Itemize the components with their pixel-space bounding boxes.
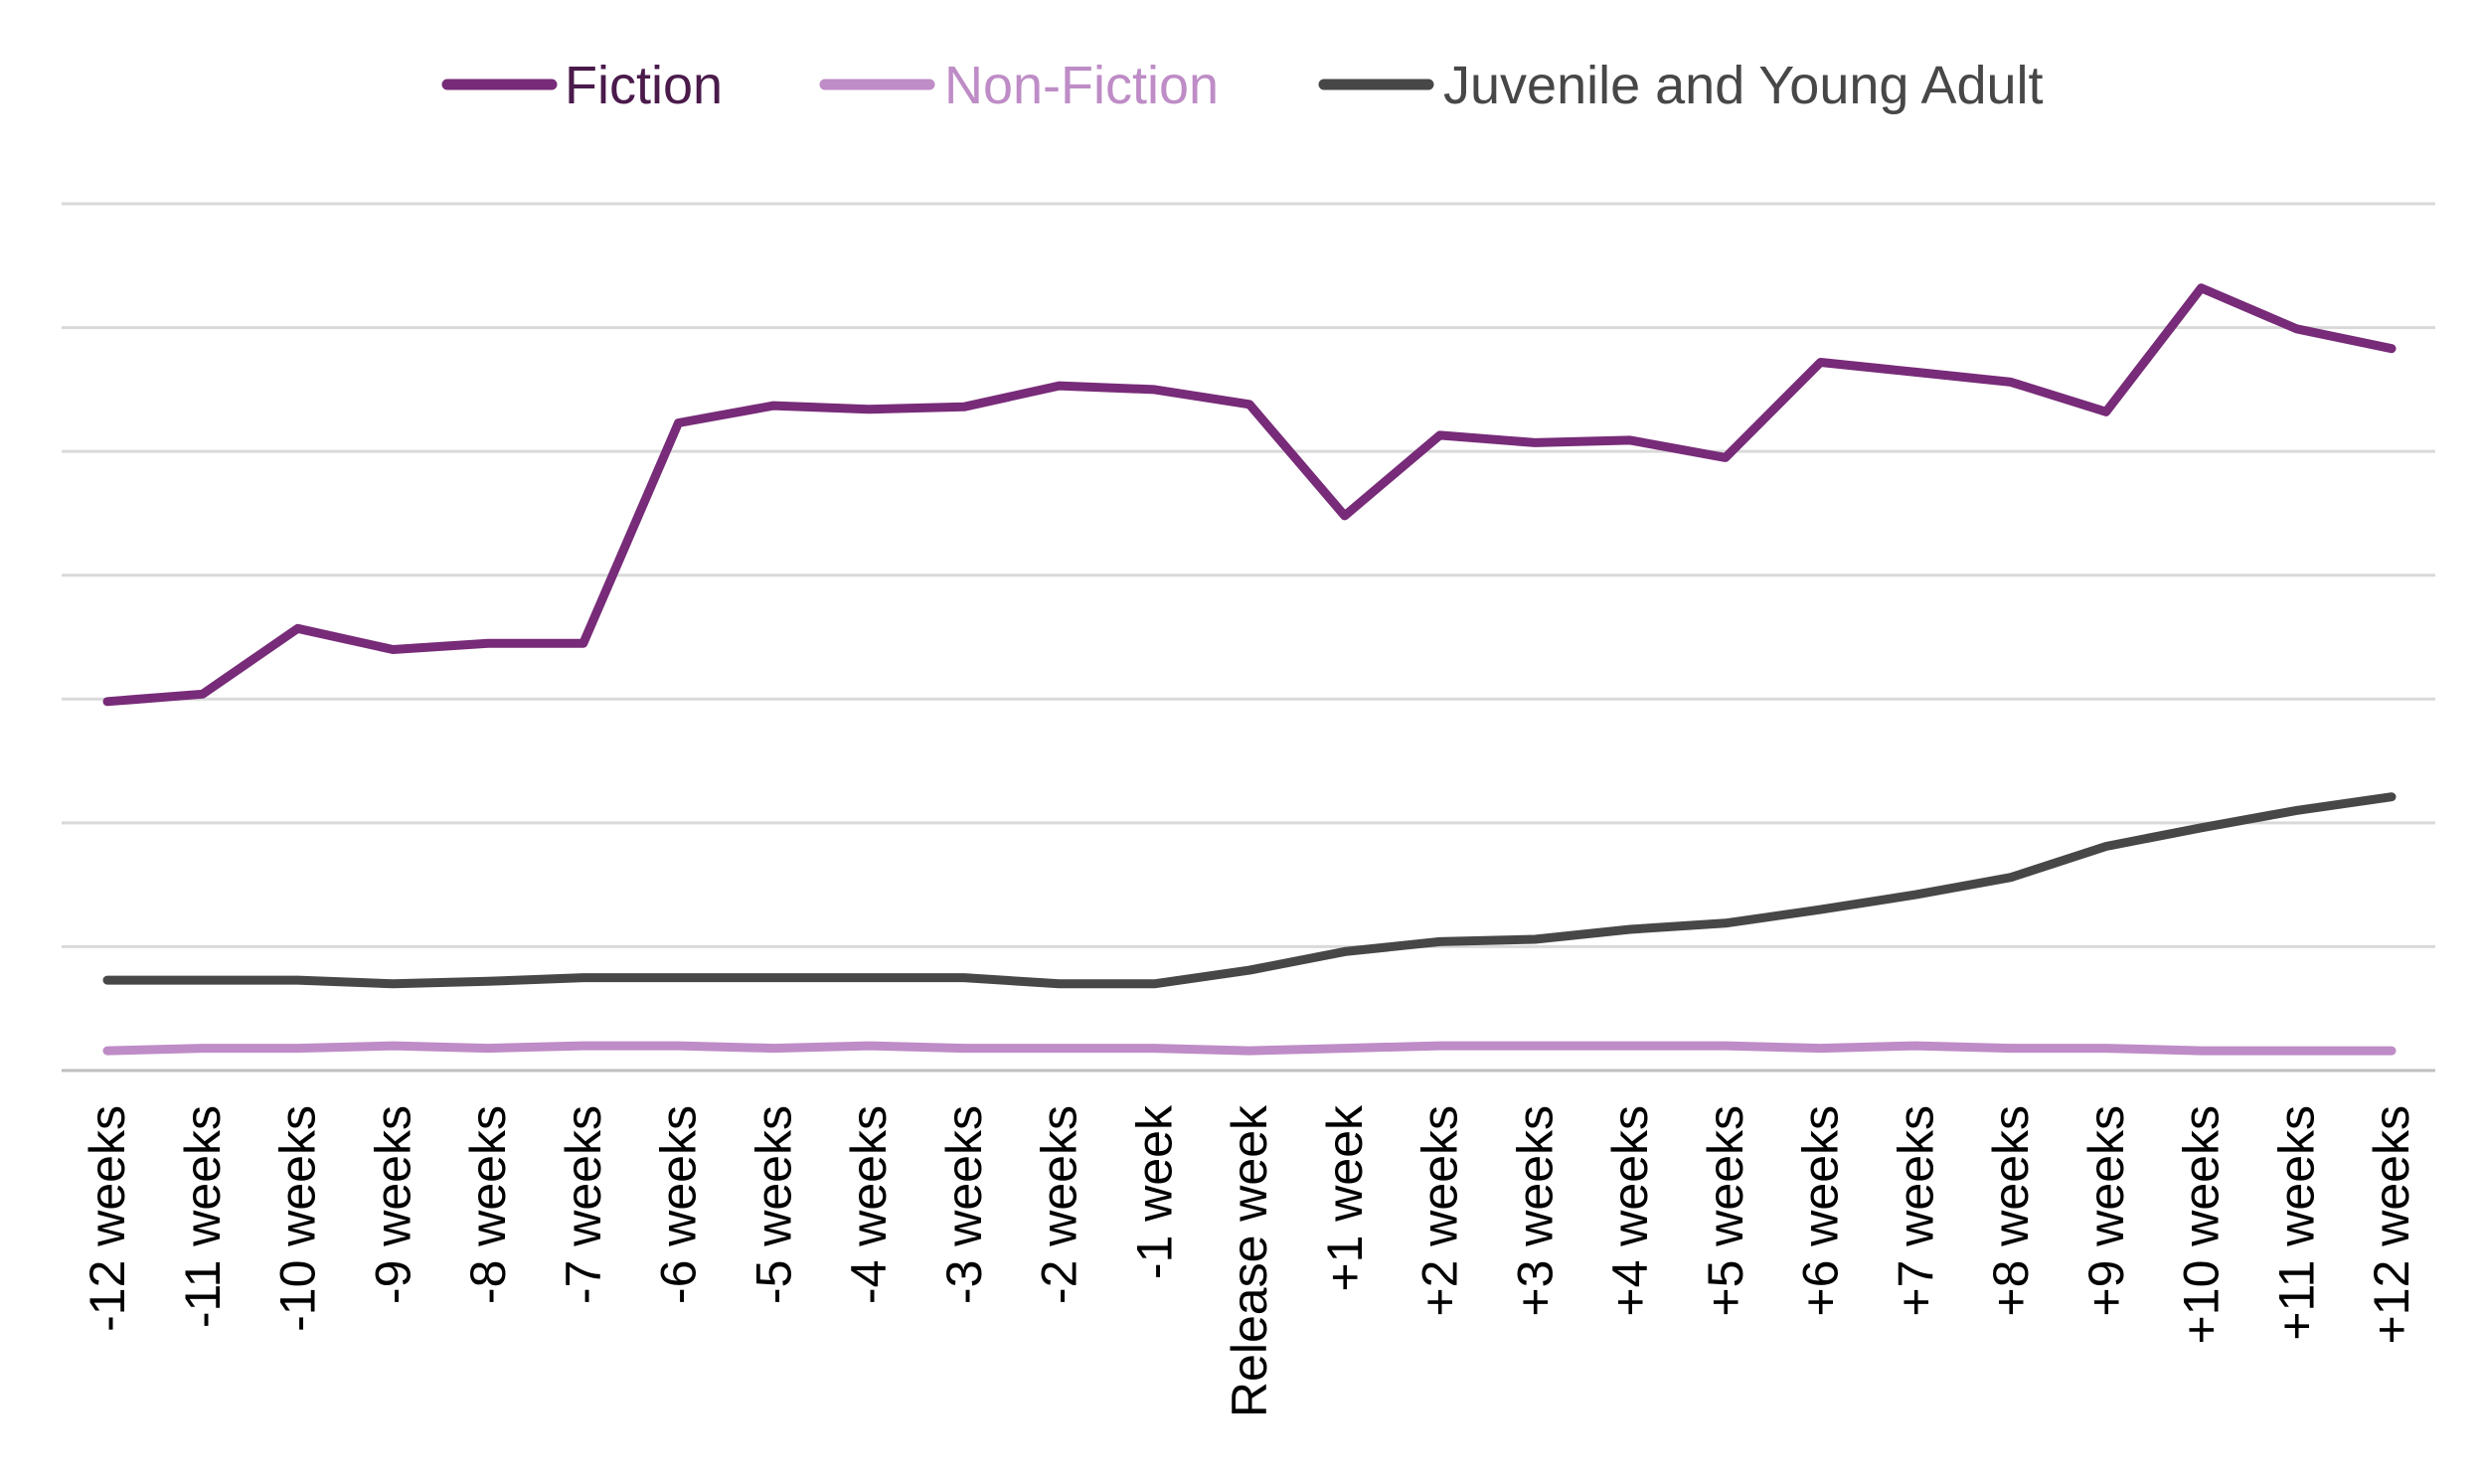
x-tick-label: -5 weeks	[746, 1105, 801, 1304]
x-tick-label: -12 weeks	[80, 1105, 135, 1332]
x-tick-label: -1 week	[1126, 1104, 1182, 1279]
x-tick-label: +9 weeks	[2078, 1105, 2134, 1317]
legend: Fiction Non-Fiction Juvenile and Young Adu…	[441, 56, 2044, 115]
x-tick-label: +7 weeks	[1888, 1105, 1943, 1317]
series-line-fiction	[102, 283, 2397, 707]
x-tick-label: +2 weeks	[1412, 1105, 1468, 1317]
x-tick-label: Release week	[1222, 1104, 1277, 1417]
x-tick-label: -9 weeks	[365, 1105, 420, 1304]
x-tick-label: -11 weeks	[175, 1105, 231, 1328]
x-tick-label: +4 weeks	[1602, 1105, 1658, 1317]
legend-label-non-fiction: Non-Fiction	[944, 56, 1219, 115]
legend-label-juvenile-and-young-adult: Juvenile and Young Adult	[1443, 56, 2044, 115]
x-tick-label: -7 weeks	[556, 1105, 611, 1304]
x-tick-label: -4 weeks	[841, 1105, 897, 1304]
x-tick-label: +12 weeks	[2364, 1105, 2419, 1344]
x-tick-label: +1 week	[1317, 1104, 1373, 1292]
legend-label-fiction: Fiction	[565, 56, 723, 115]
x-tick-label: +10 weeks	[2174, 1105, 2230, 1344]
x-tick-label: -8 weeks	[460, 1105, 516, 1304]
series-lines	[102, 283, 2397, 1056]
x-tick-label: +6 weeks	[1793, 1105, 1849, 1317]
x-tick-label: -2 weeks	[1032, 1105, 1087, 1304]
x-tick-label: -10 weeks	[270, 1105, 326, 1332]
series-line-juvenile-and-young-adult	[102, 792, 2397, 989]
x-axis-tick-labels: -12 weeks -11 weeks -10 weeks -9 weeks -8 we…	[80, 1104, 2419, 1417]
x-tick-label: -3 weeks	[936, 1105, 992, 1304]
series-line-non-fiction	[102, 1041, 2397, 1056]
x-tick-label: +3 weeks	[1507, 1105, 1563, 1317]
x-tick-label: +5 weeks	[1698, 1105, 1753, 1317]
x-tick-label: +11 weeks	[2268, 1105, 2324, 1341]
x-tick-label: -6 weeks	[651, 1105, 707, 1304]
x-tick-label: +8 weeks	[1983, 1105, 2039, 1317]
gridlines	[62, 202, 2435, 1072]
